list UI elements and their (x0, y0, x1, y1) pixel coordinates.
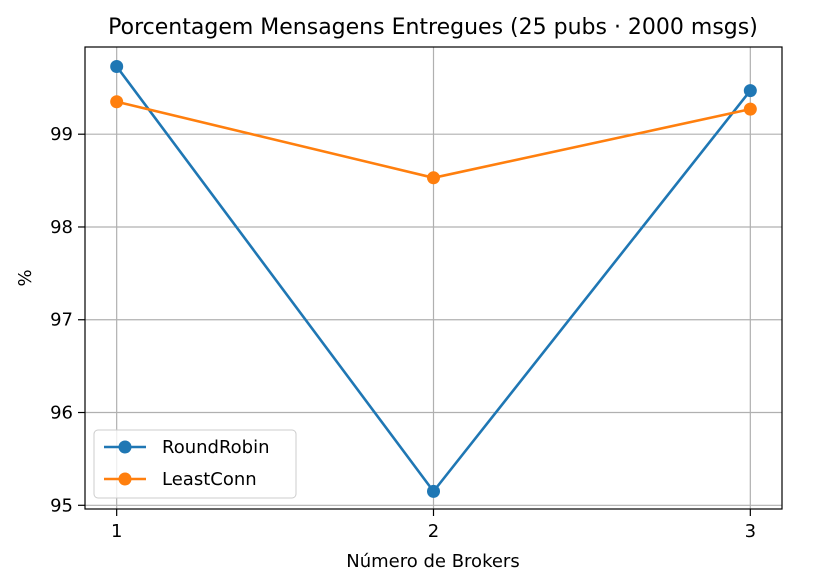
y-tick-label: 95 (50, 495, 73, 516)
legend: RoundRobin LeastConn (93, 429, 297, 499)
data-point-roundrobin (110, 59, 124, 73)
x-tick-label: 1 (111, 521, 122, 542)
y-axis-label: % (15, 269, 36, 286)
legend-label-leastconn: LeastConn (162, 469, 257, 490)
y-axis-ticks: 95 96 97 98 99 (50, 124, 85, 516)
y-tick-label: 97 (50, 310, 73, 331)
x-axis-label: Número de Brokers (346, 551, 519, 572)
y-tick-label: 98 (50, 217, 73, 238)
legend-label-roundrobin: RoundRobin (162, 437, 270, 458)
data-point-leastconn (427, 171, 440, 185)
x-axis-ticks: 1 2 3 (111, 509, 756, 542)
y-tick-label: 96 (50, 403, 73, 424)
chart-title: Porcentagem Mensagens Entregues (25 pubs… (108, 15, 758, 40)
grid-lines (85, 47, 782, 509)
series-layer (110, 59, 757, 498)
data-point-roundrobin (427, 484, 440, 498)
x-tick-label: 3 (745, 521, 756, 542)
data-point-roundrobin (743, 84, 757, 98)
legend-marker-roundrobin (118, 440, 132, 454)
data-point-leastconn (743, 102, 757, 116)
data-point-leastconn (110, 95, 124, 109)
x-tick-label: 2 (428, 521, 439, 542)
legend-marker-leastconn (118, 472, 132, 486)
y-tick-label: 99 (50, 124, 73, 145)
